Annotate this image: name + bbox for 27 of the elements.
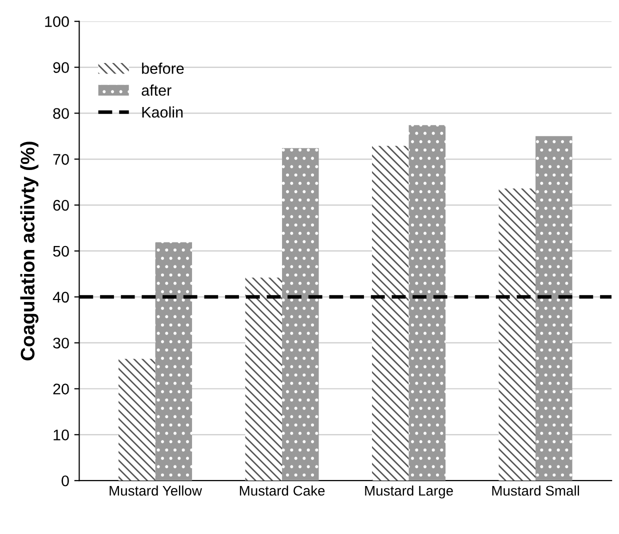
x-tick-label: Mustard Large [365, 485, 453, 498]
y-tick-label: 90 [53, 62, 69, 73]
bar [536, 136, 572, 481]
y-tick-label: 80 [53, 108, 69, 119]
bar [118, 358, 156, 481]
legend-label: before [142, 62, 184, 74]
y-tick-label: 0 [62, 475, 69, 486]
y-tick-label: 100 [45, 16, 69, 28]
bar [408, 125, 446, 481]
y-tick-label: 50 [53, 246, 69, 257]
y-tick-label: 70 [53, 154, 69, 165]
legend-label: after [142, 84, 172, 96]
x-tick-label: Mustard Small [492, 485, 579, 496]
y-tick-label: 10 [54, 430, 69, 440]
bar [245, 278, 282, 481]
x-tick-label: Mustard Yellow [110, 485, 202, 496]
bar [498, 188, 536, 481]
y-tick-label: 40 [52, 292, 69, 303]
legend-label: Kaolin [142, 106, 183, 118]
y-tick-label: 60 [53, 200, 69, 211]
y-tick-label: 30 [53, 338, 69, 349]
bar [155, 242, 192, 481]
bar [372, 146, 409, 481]
bar [282, 148, 319, 481]
y-axis-title: Coagulation actiivty (%) [20, 142, 38, 360]
y-tick-label: 20 [53, 384, 69, 394]
x-tick-label: Mustard Cake [240, 485, 325, 496]
